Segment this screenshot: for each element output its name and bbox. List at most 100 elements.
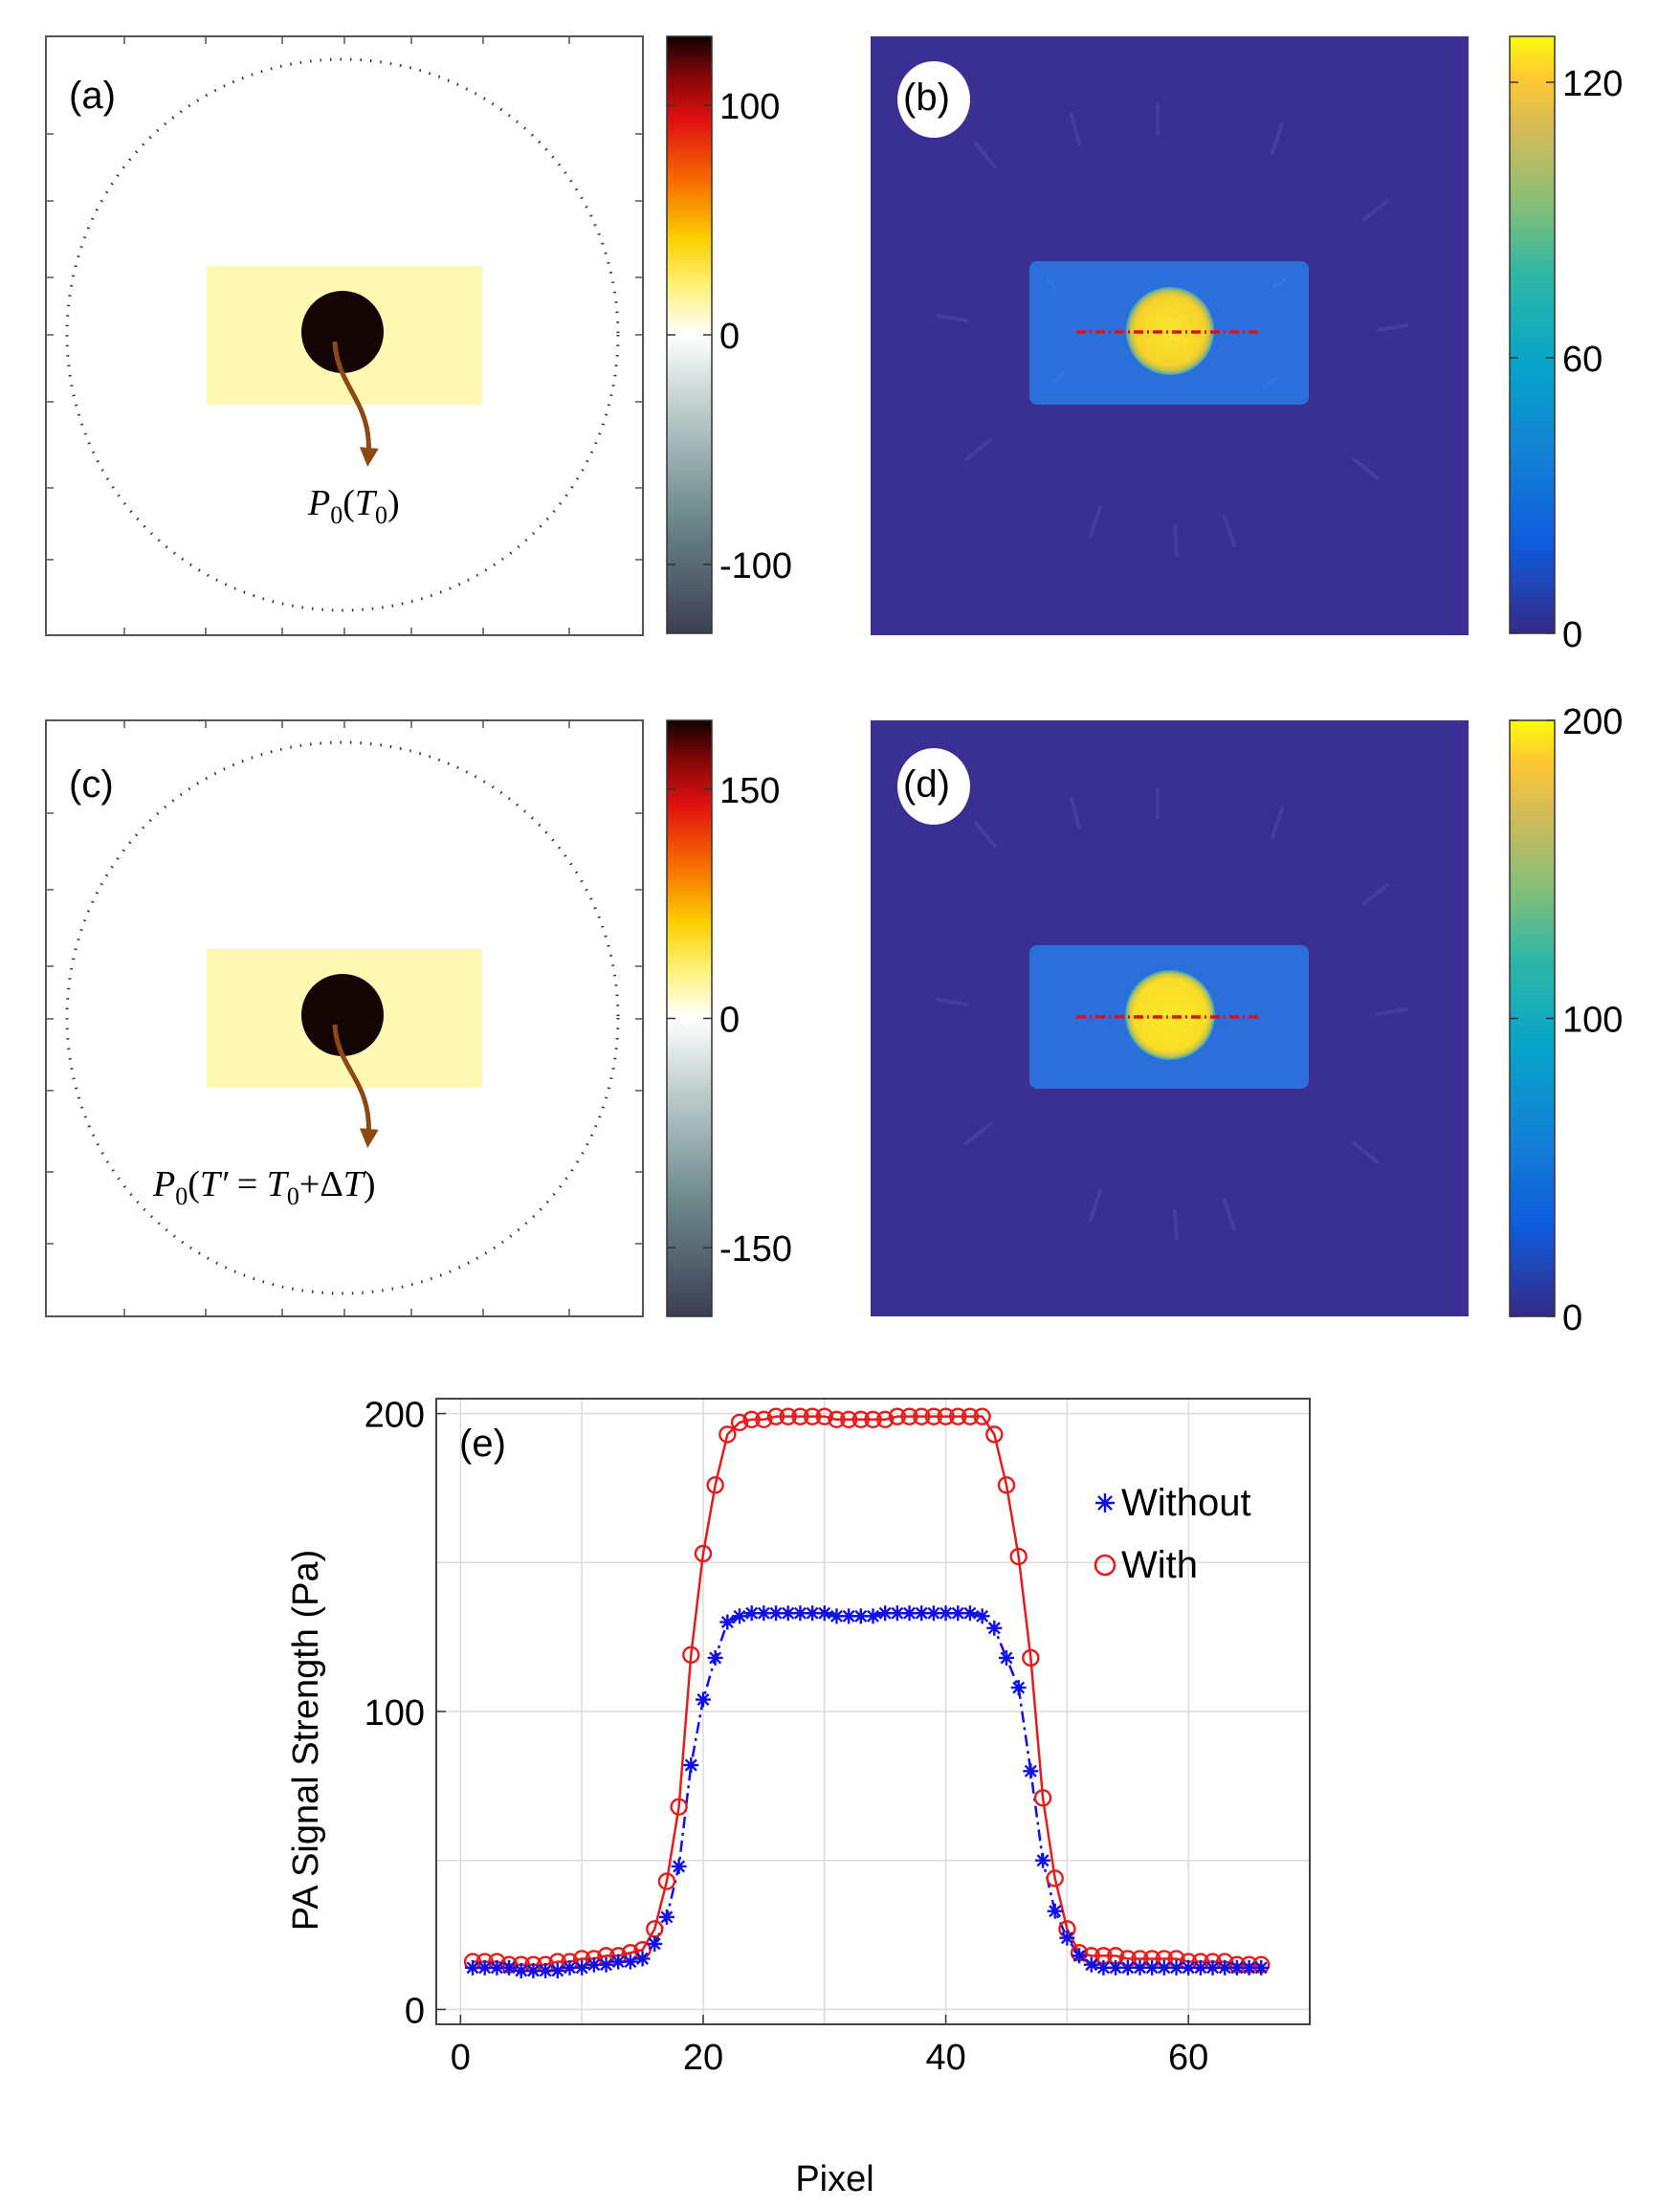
data-point-without xyxy=(1205,1959,1221,1976)
legend: Without With xyxy=(1094,1482,1251,1586)
panel-c-dark-disc xyxy=(301,974,384,1056)
panel-a-dark-disc xyxy=(301,291,384,373)
data-point-without xyxy=(865,1608,881,1624)
colorbar-tick-label: 0 xyxy=(1562,1298,1582,1338)
data-point-with xyxy=(766,1407,785,1425)
data-point-without xyxy=(816,1605,832,1622)
panel-b: (b) 120 60 0 xyxy=(871,35,1623,655)
data-point-without xyxy=(634,1951,651,1967)
panel-b-colorbar xyxy=(1509,35,1556,634)
data-point-with xyxy=(949,1407,967,1425)
data-point-with xyxy=(1009,1547,1028,1566)
data-point-without xyxy=(732,1608,748,1624)
legend-label-without: Without xyxy=(1121,1482,1251,1524)
data-point-without xyxy=(647,1935,663,1952)
x-tick-label: 40 xyxy=(925,2038,965,2078)
x-axis-label: Pixel xyxy=(795,2159,873,2199)
data-point-with xyxy=(985,1425,1004,1444)
colorbar-tick-label: -100 xyxy=(719,546,792,586)
y-tick-label: 200 xyxy=(365,1396,425,1436)
data-point-without xyxy=(658,1909,674,1925)
panel-d: (d) 200 100 0 xyxy=(871,702,1623,1338)
colorbar-tick-label: 100 xyxy=(1562,1001,1623,1041)
data-point-with xyxy=(924,1407,943,1425)
data-point-with xyxy=(755,1410,773,1429)
data-point-with xyxy=(864,1410,882,1429)
data-point-without xyxy=(622,1954,638,1970)
data-point-without xyxy=(683,1757,699,1774)
panel-b-colorbar-ticks: 120 60 0 xyxy=(1510,64,1623,655)
panel-a-arrow xyxy=(332,341,379,467)
panel-c-label: (c) xyxy=(69,763,114,806)
colorbar-tick-label: 0 xyxy=(719,317,740,357)
data-point-with xyxy=(706,1476,724,1494)
data-point-with xyxy=(828,1410,846,1429)
legend-marker-with xyxy=(1094,1554,1116,1577)
data-point-without xyxy=(974,1608,990,1624)
data-point-with xyxy=(839,1410,858,1429)
panel-d-colorbar-ticks: 200 100 0 xyxy=(1510,702,1623,1338)
colorbar-tick-label: 120 xyxy=(1562,64,1623,104)
data-point-without xyxy=(707,1649,723,1666)
plot-frame xyxy=(435,1398,1311,2025)
data-point-with xyxy=(875,1410,895,1429)
data-point-without xyxy=(998,1649,1014,1666)
data-point-with xyxy=(815,1407,833,1425)
data-point-with xyxy=(803,1407,822,1425)
x-tick-label: 60 xyxy=(1168,2038,1208,2078)
data-point-with xyxy=(694,1544,713,1563)
data-point-with xyxy=(682,1645,700,1665)
colorbar-tick-label: 0 xyxy=(1562,615,1582,655)
data-point-without xyxy=(1035,1852,1051,1868)
data-point-without xyxy=(574,1959,590,1976)
y-tick-label: 100 xyxy=(365,1693,425,1733)
panel-c-annotation: P0(T′ = T0+ΔT) xyxy=(152,1164,376,1210)
colorbar-tick-label: 150 xyxy=(719,771,780,811)
data-point-with xyxy=(670,1798,688,1816)
x-tick-label: 20 xyxy=(683,2038,723,2078)
data-point-without xyxy=(1253,1959,1270,1976)
panel-b-artifacts xyxy=(936,103,1408,557)
panel-c: (c) P0(T′ = T0+ΔT) 150 0 -150 xyxy=(45,719,792,1317)
data-point-without xyxy=(986,1620,1003,1636)
data-point-without xyxy=(695,1691,711,1708)
data-point-with xyxy=(973,1407,991,1425)
data-point-without xyxy=(719,1614,736,1630)
panel-e-chart: 0 20 40 60 0 100 200 Pixel PA Signal Strength (P… xyxy=(286,1396,1311,2199)
data-point-without xyxy=(598,1956,614,1973)
data-point-with xyxy=(779,1407,797,1425)
data-point-without xyxy=(1047,1903,1063,1919)
data-point-without xyxy=(792,1605,808,1622)
panel-c-sensor-ring xyxy=(65,740,620,1295)
data-point-without xyxy=(829,1608,845,1624)
data-point-with xyxy=(791,1407,809,1425)
panel-a-label: (a) xyxy=(69,75,116,117)
colorbar-tick-label: 200 xyxy=(1562,702,1623,742)
data-point-with xyxy=(718,1425,737,1444)
data-point-with xyxy=(851,1410,871,1429)
panel-a-sensor-ring xyxy=(65,57,620,612)
panel-a-ticks xyxy=(46,36,643,635)
panel-c-arrow xyxy=(332,1024,379,1148)
panel-b-label: (b) xyxy=(903,77,950,119)
data-point-without xyxy=(549,1962,565,1978)
data-point-with xyxy=(913,1407,931,1425)
data-point-without xyxy=(1010,1680,1027,1696)
data-point-with xyxy=(1046,1869,1064,1888)
data-point-with xyxy=(937,1407,955,1425)
data-point-with xyxy=(742,1410,761,1429)
data-point-with xyxy=(900,1407,918,1425)
panel-d-disc xyxy=(1125,970,1215,1060)
panel-b-rect-texture xyxy=(1046,276,1288,389)
x-tick-label: 0 xyxy=(451,2038,471,2078)
colorbar-tick-label: -150 xyxy=(719,1229,792,1270)
colorbar-tick-label: 0 xyxy=(719,1001,740,1041)
y-axis-label: PA Signal Strength (Pa) xyxy=(286,1550,326,1932)
data-point-without xyxy=(671,1858,687,1874)
data-point-without xyxy=(962,1605,978,1622)
data-point-with xyxy=(657,1872,676,1890)
panel-d-label: (d) xyxy=(903,763,950,806)
panel-b-disc xyxy=(1126,287,1214,375)
